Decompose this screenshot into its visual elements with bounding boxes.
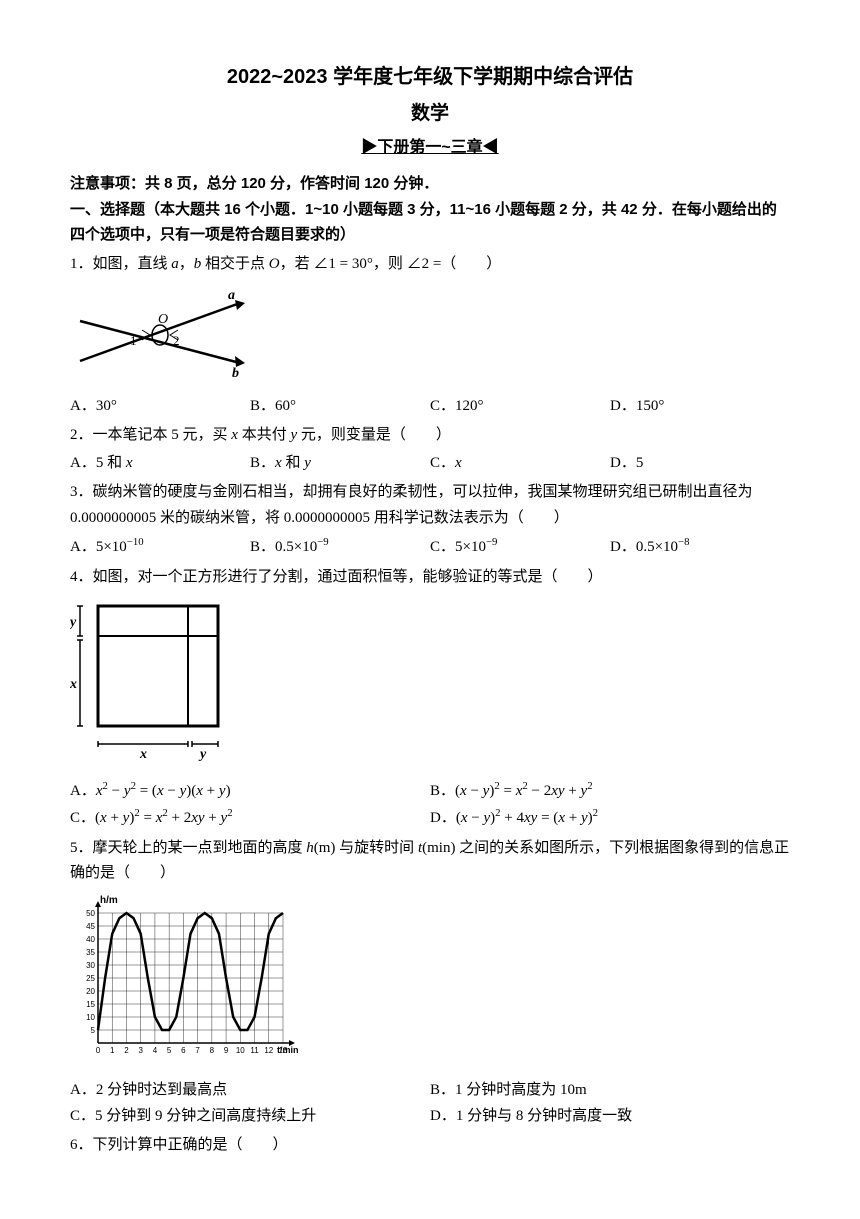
svg-text:10: 10: [86, 1013, 95, 1022]
svg-text:15: 15: [86, 1000, 95, 1009]
q3-opt-b: B．0.5×10−9: [250, 533, 430, 561]
q1-opt-c: C．120°: [430, 394, 610, 420]
q5-options: A．2 分钟时达到最高点 B．1 分钟时高度为 10m C．5 分钟到 9 分钟…: [70, 1078, 790, 1129]
q4-label-x2: x: [139, 747, 147, 761]
q1-text-mid2: 相交于点: [201, 256, 269, 272]
svg-text:h/m: h/m: [100, 895, 118, 906]
q4-opt-c: C．(x + y)2 = x2 + 2xy + y2: [70, 804, 430, 832]
svg-text:5: 5: [167, 1046, 172, 1055]
q2-opt-c: C．x: [430, 451, 610, 477]
q4-label-x1: x: [70, 677, 77, 692]
q3-optD-sup: −8: [678, 536, 690, 548]
q3-optB-pre: B．0.5×10: [250, 539, 317, 555]
svg-text:12: 12: [264, 1046, 273, 1055]
svg-text:11: 11: [250, 1046, 259, 1055]
q2-opt-b: B．x 和 y: [250, 451, 430, 477]
q1-text: 1．如图，直线 a，b 相交于点 O，若 ∠1 = 30°，则 ∠2 =（ ）: [70, 256, 501, 272]
label-a: a: [228, 288, 235, 303]
svg-text:9: 9: [224, 1046, 229, 1055]
q3-optD-pre: D．0.5×10: [610, 539, 678, 555]
chapter-prefix: ▶: [361, 139, 377, 156]
q1-options: A．30° B．60° C．120° D．150°: [70, 394, 790, 420]
svg-text:25: 25: [86, 974, 95, 983]
q4-label-y2: y: [198, 747, 207, 761]
q3-optA-pre: A．5×10: [70, 539, 127, 555]
question-3: 3．碳纳米管的硬度与金刚石相当，却拥有良好的柔韧性，可以拉伸，我国某物理研究组已…: [70, 480, 790, 531]
section-1-header: 一、选择题（本大题共 16 个小题．1~10 小题每题 3 分，11~16 小题…: [70, 197, 790, 248]
svg-text:50: 50: [86, 909, 95, 918]
q3-opt-c: C．5×10−9: [430, 533, 610, 561]
q1-text-mid3: ，若 ∠1 = 30°，则 ∠2 =（ ）: [280, 256, 502, 272]
label-O: O: [158, 312, 168, 327]
chapter-suffix: ◀: [483, 139, 499, 156]
svg-text:20: 20: [86, 987, 95, 996]
q3-optA-sup: −10: [127, 536, 144, 548]
chapter-text: 下册第一~三章: [377, 139, 482, 156]
q1-opt-d: D．150°: [610, 394, 790, 420]
svg-text:5: 5: [91, 1026, 96, 1035]
question-5: 5．摩天轮上的某一点到地面的高度 h(m) 与旋转时间 t(min) 之间的关系…: [70, 836, 790, 887]
svg-text:t/min: t/min: [277, 1045, 299, 1055]
q4-label-y1: y: [70, 615, 77, 630]
svg-text:40: 40: [86, 935, 95, 944]
svg-text:35: 35: [86, 948, 95, 957]
q4-opt-a: A．x2 − y2 = (x − y)(x + y): [70, 777, 430, 805]
q1-opt-a: A．30°: [70, 394, 250, 420]
svg-text:4: 4: [153, 1046, 158, 1055]
q4-opt-d: D．(x − y)2 + 4xy = (x + y)2: [430, 804, 790, 832]
q5-opt-a: A．2 分钟时达到最高点: [70, 1078, 430, 1104]
q3-optC-sup: −9: [486, 536, 498, 548]
q4-figure: y x x y: [70, 596, 790, 771]
q3-optB-sup: −9: [317, 536, 329, 548]
svg-text:30: 30: [86, 961, 95, 970]
q1-text-mid: ，: [179, 256, 194, 272]
chapter-line: ▶下册第一~三章◀: [70, 134, 790, 161]
q2-opt-d: D．5: [610, 451, 790, 477]
svg-text:2: 2: [124, 1046, 129, 1055]
q5-figure: 5101520253035404550012345678910111213h/m…: [70, 893, 790, 1073]
svg-text:6: 6: [181, 1046, 186, 1055]
svg-text:10: 10: [236, 1046, 245, 1055]
svg-text:45: 45: [86, 922, 95, 931]
q2-options: A．5 和 x B．x 和 y C．x D．5: [70, 451, 790, 477]
q5-opt-b: B．1 分钟时高度为 10m: [430, 1078, 790, 1104]
label-1: 1: [130, 333, 137, 348]
subject-title: 数学: [70, 98, 790, 130]
svg-text:0: 0: [96, 1046, 101, 1055]
q3-opt-d: D．0.5×10−8: [610, 533, 790, 561]
q1-text-pre: 1．如图，直线: [70, 256, 171, 272]
label-2: 2: [173, 333, 180, 348]
q3-options: A．5×10−10 B．0.5×10−9 C．5×10−9 D．0.5×10−8: [70, 533, 790, 561]
q4-options: A．x2 − y2 = (x − y)(x + y) B．(x − y)2 = …: [70, 777, 790, 832]
question-2: 2．一本笔记本 5 元，买 x 本共付 y 元，则变量是（ ）: [70, 423, 790, 449]
svg-text:1: 1: [110, 1046, 115, 1055]
svg-text:3: 3: [138, 1046, 143, 1055]
q3-opt-a: A．5×10−10: [70, 533, 250, 561]
q3-optC-pre: C．5×10: [430, 539, 486, 555]
q5-opt-c: C．5 分钟到 9 分钟之间高度持续上升: [70, 1104, 430, 1130]
page-title: 2022~2023 学年度七年级下学期期中综合评估: [70, 60, 790, 94]
label-b: b: [232, 366, 239, 378]
q1-opt-b: B．60°: [250, 394, 430, 420]
notice-text: 注意事项：共 8 页，总分 120 分，作答时间 120 分钟．: [70, 171, 790, 197]
svg-text:7: 7: [195, 1046, 200, 1055]
q2-opt-a: A．5 和 x: [70, 451, 250, 477]
question-6: 6．下列计算中正确的是（ ）: [70, 1133, 790, 1159]
q5-opt-d: D．1 分钟与 8 分钟时高度一致: [430, 1104, 790, 1130]
q4-opt-b: B．(x − y)2 = x2 − 2xy + y2: [430, 777, 790, 805]
q2-text: 2．一本笔记本 5 元，买 x 本共付 y 元，则变量是（ ）: [70, 427, 451, 443]
question-4: 4．如图，对一个正方形进行了分割，通过面积恒等，能够验证的等式是（ ）: [70, 565, 790, 591]
svg-text:8: 8: [210, 1046, 215, 1055]
question-1: 1．如图，直线 a，b 相交于点 O，若 ∠1 = 30°，则 ∠2 =（ ）: [70, 252, 790, 278]
q1-figure: O 1 2 a b: [70, 283, 790, 388]
